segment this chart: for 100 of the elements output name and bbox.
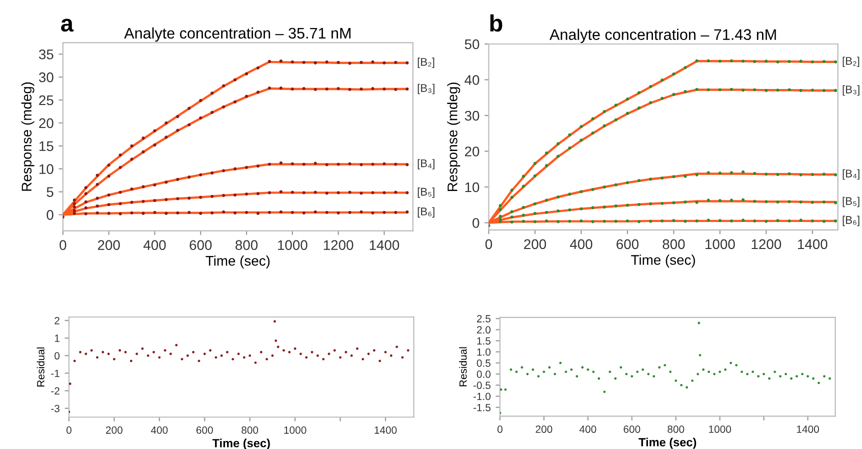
point — [626, 219, 630, 223]
y-tick-label: 25 — [39, 95, 54, 106]
y-tick-label: 1.0 — [477, 348, 491, 356]
y-tick-label: 1.5 — [477, 337, 490, 345]
point — [684, 66, 687, 70]
point — [591, 188, 594, 192]
point — [233, 100, 237, 104]
point — [788, 88, 791, 92]
point — [130, 144, 134, 148]
point — [718, 199, 722, 202]
point — [371, 162, 374, 166]
point — [556, 154, 560, 158]
x-tick-label: 600 — [624, 426, 640, 433]
chart-title: Analyte concentration – 71.43 nM — [550, 28, 776, 44]
point — [672, 175, 676, 178]
point — [210, 211, 214, 214]
x-tick-label: 400 — [579, 426, 596, 433]
point — [325, 87, 328, 91]
point — [244, 210, 248, 214]
point — [325, 163, 328, 166]
point — [336, 211, 340, 214]
point — [695, 88, 698, 91]
point — [660, 78, 664, 82]
point — [279, 210, 282, 214]
x-tick-label: 1000 — [709, 426, 732, 433]
point — [614, 204, 618, 208]
point — [118, 190, 122, 194]
x-tick-label: 600 — [616, 239, 639, 250]
point — [753, 200, 756, 203]
point — [626, 181, 630, 184]
point — [290, 162, 294, 166]
point — [348, 88, 352, 92]
point — [188, 196, 191, 200]
point — [406, 61, 409, 64]
point — [614, 220, 618, 223]
point — [222, 169, 226, 172]
point — [788, 200, 791, 204]
point — [107, 212, 110, 215]
x-tick-label: 1200 — [752, 239, 782, 250]
y-tick-label: -1.0 — [473, 392, 491, 400]
point — [672, 72, 676, 76]
point — [764, 88, 768, 92]
y-tick-label: 30 — [464, 110, 480, 121]
point — [210, 194, 214, 198]
x-tick-label: 800 — [662, 239, 685, 250]
point — [580, 125, 583, 128]
x-axis-title: Time (sec) — [206, 256, 270, 268]
point — [637, 106, 641, 110]
point — [176, 114, 180, 118]
point — [72, 205, 76, 208]
point — [533, 220, 537, 224]
point — [776, 60, 780, 64]
point — [96, 204, 99, 208]
point — [649, 84, 652, 88]
series-label: [B₃] — [418, 84, 434, 94]
point — [142, 212, 145, 215]
point — [256, 66, 260, 70]
point — [510, 215, 514, 219]
point — [580, 190, 583, 194]
point — [279, 190, 282, 194]
point — [314, 190, 317, 194]
point — [233, 211, 237, 214]
point — [810, 60, 814, 64]
point — [336, 86, 340, 90]
point — [371, 86, 374, 90]
point — [660, 96, 664, 100]
point — [142, 185, 145, 188]
point — [107, 203, 110, 206]
point — [382, 191, 386, 194]
point — [614, 118, 618, 122]
point — [602, 110, 606, 114]
y-tick-label: -1 — [51, 370, 60, 377]
x-tick-label: 1000 — [278, 240, 308, 250]
point — [302, 60, 306, 64]
y-tick-label: 10 — [40, 164, 54, 174]
point — [118, 212, 122, 216]
point — [568, 133, 572, 136]
point — [591, 220, 594, 224]
point — [568, 208, 572, 212]
point — [279, 86, 282, 90]
point — [533, 162, 537, 165]
point — [822, 220, 826, 223]
y-tick-label: 0.0 — [476, 370, 491, 378]
point — [96, 182, 99, 186]
point — [222, 194, 226, 198]
point — [706, 88, 710, 92]
point — [591, 206, 594, 210]
point — [753, 219, 756, 223]
point — [834, 201, 838, 204]
x-tick-label: 1000 — [284, 426, 306, 434]
y-tick-label: -1.5 — [473, 404, 490, 412]
point — [118, 202, 122, 206]
x-tick-label: 0 — [66, 426, 72, 434]
x-tick-label: 200 — [536, 426, 552, 433]
point — [684, 174, 687, 178]
point — [371, 211, 374, 214]
point — [545, 210, 548, 214]
point — [834, 60, 838, 64]
x-tick-label: 1400 — [370, 240, 400, 250]
x-tick-label: 400 — [150, 426, 168, 434]
